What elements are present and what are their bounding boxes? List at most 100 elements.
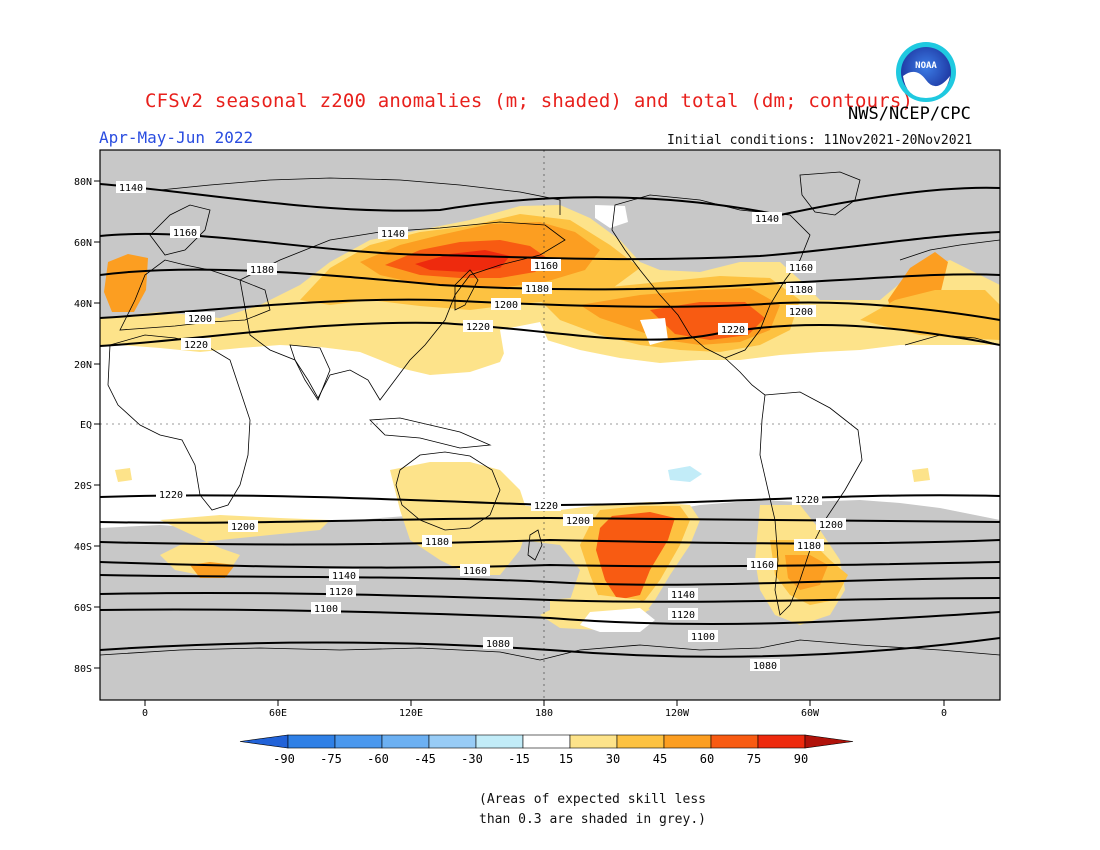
contour-label: 1080 [483,637,513,650]
contour-1220n [100,321,1000,347]
contour-label: 1080 [750,659,780,672]
colorbar-label: -75 [320,752,342,766]
contour-label: 1220 [181,338,211,351]
colorbar-label: 75 [747,752,761,766]
colorbar-swatch [710,734,759,749]
contour-label: 1140 [116,181,146,194]
lon-label: 60E [269,708,287,719]
colorbar-label: -90 [273,752,295,766]
contour-labels: 1140 1140 1140 1160 1160 1160 1180 1180 … [116,181,846,672]
contour-label: 1100 [688,630,718,643]
longitude-axis [144,700,945,706]
contour-label: 1120 [668,608,698,621]
svg-text:1220: 1220 [466,322,490,333]
contour-label: 1180 [247,263,277,276]
coastlines [100,171,1000,661]
lat-label: 20S [74,481,92,492]
lat-label: 80S [74,664,92,675]
colorbar-swatch [616,734,665,749]
lon-label: 180 [535,708,553,719]
colorbar-label: -15 [508,752,530,766]
contour-label: 1160 [786,261,816,274]
initial-conditions: Initial conditions: 11Nov2021-20Nov2021 [667,133,973,148]
lat-label: 60N [74,238,92,249]
svg-text:1100: 1100 [314,604,338,615]
lat-label: 40S [74,542,92,553]
colorbar-swatch [569,734,618,749]
contour-label: 1220 [792,493,822,506]
svg-text:1080: 1080 [753,661,777,672]
svg-text:1220: 1220 [721,325,745,336]
contour-label: 1160 [747,558,777,571]
colorbar-label: 45 [653,752,667,766]
india-outline [289,344,331,401]
svg-text:1180: 1180 [425,537,449,548]
lat-label: 20N [74,360,92,371]
svg-text:1180: 1180 [789,285,813,296]
colorbar-swatch [428,734,477,749]
svg-text:1220: 1220 [159,490,183,501]
contour-label: 1180 [522,282,552,295]
skill-note-line1: (Areas of expected skill less [479,792,706,807]
contour-label: 1140 [329,569,359,582]
svg-text:1160: 1160 [750,560,774,571]
indonesia-outline [369,417,492,449]
contour-label: 1180 [786,283,816,296]
svg-text:1160: 1160 [789,263,813,274]
australia-outline [395,451,501,531]
colorbar-label: 90 [794,752,808,766]
svg-text:1220: 1220 [795,495,819,506]
svg-text:1140: 1140 [671,590,695,601]
greenland-outline [799,171,861,216]
contour-label: 1180 [794,539,824,552]
svg-text:1140: 1140 [381,229,405,240]
scandinavia-outline [149,204,211,256]
svg-text:1180: 1180 [250,265,274,276]
svg-text:1180: 1180 [797,541,821,552]
contour-label: 1140 [668,588,698,601]
svg-text:1200: 1200 [819,520,843,531]
contour-label: 1120 [326,585,356,598]
svg-text:1140: 1140 [119,183,143,194]
svg-text:1160: 1160 [173,228,197,239]
japan-outline [454,269,479,311]
contour-label: 1180 [422,535,452,548]
map-frame [99,149,1001,701]
lat-label: 40N [74,299,92,310]
newzealand-outline [527,529,543,561]
logo-text: NOAA [915,61,937,71]
forecast-period: Apr-May-Jun 2022 [99,128,254,147]
lon-label: 0 [941,708,947,719]
graticule [100,150,1000,700]
colorbar-swatch [757,734,806,749]
contour-label: 1200 [491,298,521,311]
contour-1160n [100,231,1000,261]
lat-label: 80N [74,177,92,188]
contour-label: 1160 [170,226,200,239]
svg-text:1100: 1100 [691,632,715,643]
contour-1120s [100,591,1000,603]
svg-text:1180: 1180 [525,284,549,295]
colorbar-label: 30 [606,752,620,766]
lon-label: 0 [142,708,148,719]
lat-label: EQ [80,420,92,431]
contour-1100s [100,608,1000,626]
asia-outline [239,221,566,401]
svg-text:1120: 1120 [329,587,353,598]
contour-label: 1200 [185,312,215,325]
contour-label: 1200 [816,518,846,531]
colorbar-arrow-left [239,734,289,749]
arctic-coast-asia [159,177,561,215]
contour-1160s [100,561,1000,569]
contour-label: 1200 [563,514,593,527]
lon-label: 120E [399,708,423,719]
north-america-outline [611,194,811,359]
svg-text:1080: 1080 [486,639,510,650]
colorbar-label: -45 [414,752,436,766]
colorbar-label: -30 [461,752,483,766]
contour-label: 1160 [531,259,561,272]
map-field: 1140 1140 1140 1160 1160 1160 1180 1180 … [100,150,1000,700]
colorbar-arrow-right [804,734,854,749]
colorbar-label: 15 [559,752,573,766]
contour-label: 1220 [156,488,186,501]
